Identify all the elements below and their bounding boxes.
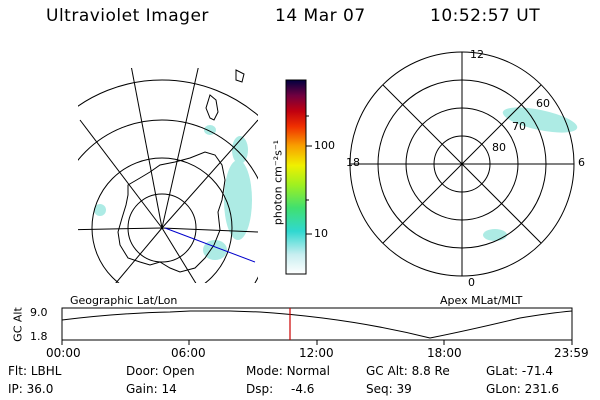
info-ip: IP: 36.0 (8, 382, 53, 396)
gcalt-value: 8.8 Re (411, 364, 450, 378)
observation-date: 14 Mar 07 (275, 6, 366, 26)
imager-title: Ultraviolet Imager (46, 6, 209, 26)
altitude-ytick-low: 1.8 (30, 330, 48, 343)
apex-panel-label: Apex MLat/MLT (440, 294, 523, 307)
colorbar-unit-label: photon cm⁻²s⁻¹ (271, 139, 285, 226)
gain-label: Gain: (126, 382, 158, 396)
apex-hour-6: 6 (578, 156, 585, 169)
info-door: Door: Open (126, 364, 195, 378)
seq-label: Seq: (366, 382, 393, 396)
mode-label: Mode: (246, 364, 283, 378)
glat-value: -71.4 (521, 364, 553, 378)
time-tick-1800: 18:00 (427, 346, 462, 360)
colorbar-tick-100: 100 (314, 139, 335, 152)
apex-hour-0: 0 (468, 276, 475, 289)
info-flt: Flt: LBHL (8, 364, 61, 378)
apex-hour-12: 12 (470, 48, 484, 61)
ip-label: IP: (8, 382, 23, 396)
apex-lat-60: 60 (536, 97, 550, 110)
info-gcalt: GC Alt: 8.8 Re (366, 364, 450, 378)
ip-value: 36.0 (26, 382, 54, 396)
colorbar-tick-10: 10 (314, 227, 328, 240)
dsp-label: Dsp: (246, 382, 274, 396)
glon-label: GLon: (486, 382, 521, 396)
altitude-plot (61, 307, 573, 345)
info-glon: GLon: 231.6 (486, 382, 559, 396)
info-mode: Mode: Normal (246, 364, 330, 378)
apex-lat-70: 70 (512, 120, 526, 133)
gain-value: 14 (161, 382, 177, 396)
glon-value: 231.6 (524, 382, 559, 396)
info-seq: Seq: 39 (366, 382, 412, 396)
door-value: Open (162, 364, 195, 378)
time-tick-1200: 12:00 (299, 346, 334, 360)
time-tick-0600: 06:00 (171, 346, 206, 360)
apex-lat-80: 80 (492, 141, 506, 154)
geographic-map (78, 68, 258, 283)
time-tick-0000: 00:00 (46, 346, 81, 360)
apex-hour-18: 18 (346, 156, 360, 169)
seq-value: 39 (396, 382, 412, 396)
observation-time: 10:52:57 UT (430, 6, 541, 26)
geo-emission (94, 125, 252, 260)
gcalt-label: GC Alt: (366, 364, 408, 378)
info-dsp: Dsp: -4.6 (246, 382, 314, 396)
apex-emission (483, 107, 578, 241)
flt-value: LBHL (30, 364, 62, 378)
glat-label: GLat: (486, 364, 519, 378)
altitude-ytick-high: 9.0 (30, 306, 48, 319)
info-gain: Gain: 14 (126, 382, 177, 396)
colorbar (285, 79, 312, 275)
dsp-value: -4.6 (290, 382, 315, 396)
mode-value: Normal (286, 364, 330, 378)
flt-label: Flt: (8, 364, 27, 378)
info-glat: GLat: -71.4 (486, 364, 553, 378)
apex-polar-map (349, 51, 578, 277)
time-tick-2359: 23:59 (554, 346, 589, 360)
geographic-panel-label: Geographic Lat/Lon (70, 294, 178, 307)
door-label: Door: (126, 364, 159, 378)
altitude-ylabel: GC Alt (11, 307, 25, 342)
